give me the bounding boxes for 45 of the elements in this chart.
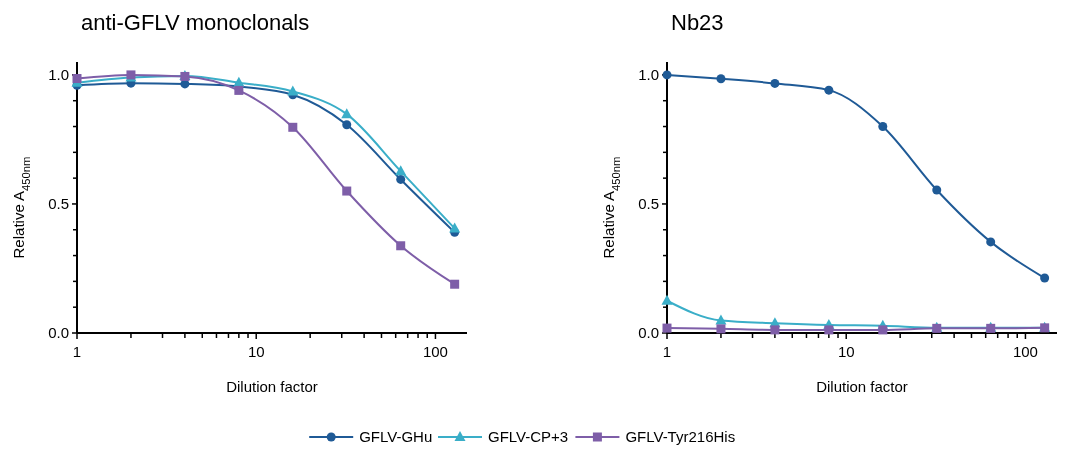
point (234, 85, 244, 95)
point (715, 314, 727, 325)
point (342, 186, 352, 196)
x-tick-label: 10 (837, 343, 855, 360)
y-tick-label: 1.0 (48, 66, 69, 84)
legend-label: GFLV-Tyr216His (625, 428, 736, 446)
point (986, 237, 996, 247)
point (878, 325, 888, 335)
x-tick-label: 1 (72, 343, 82, 360)
point (395, 165, 407, 176)
y-tick-label: 0.0 (48, 324, 69, 342)
point (932, 185, 942, 195)
point (449, 222, 461, 233)
point (450, 279, 460, 289)
x-tick-label: 1 (662, 343, 672, 360)
point (770, 325, 780, 335)
x-axis-title: Dilution factor (816, 378, 908, 395)
point (770, 78, 780, 88)
point (662, 70, 672, 80)
point (716, 324, 726, 334)
point (716, 74, 726, 84)
x-tick-label: 100 (422, 343, 448, 360)
point (288, 122, 298, 132)
point (824, 325, 834, 335)
point (824, 85, 834, 95)
point (287, 85, 299, 96)
x-tick-label: 10 (247, 343, 265, 360)
point (396, 174, 406, 184)
legend-label: GFLV-CP+3 (488, 428, 569, 446)
point (341, 108, 353, 119)
legend-label: GFLV-GHu (359, 428, 433, 446)
x-tick-label: 100 (1012, 343, 1038, 360)
y-tick-label: 0.5 (638, 195, 659, 213)
point (233, 76, 245, 87)
chart-title: anti-GFLV monoclonals (81, 10, 310, 35)
point (342, 120, 352, 130)
chart-title: Nb23 (671, 10, 724, 35)
x-axis-title: Dilution factor (226, 378, 318, 395)
point (1040, 273, 1050, 283)
point (661, 294, 673, 305)
y-tick-label: 0.5 (48, 195, 69, 213)
point (396, 241, 406, 251)
point (878, 122, 888, 132)
y-tick-label: 1.0 (638, 66, 659, 84)
y-tick-label: 0.0 (638, 324, 659, 342)
